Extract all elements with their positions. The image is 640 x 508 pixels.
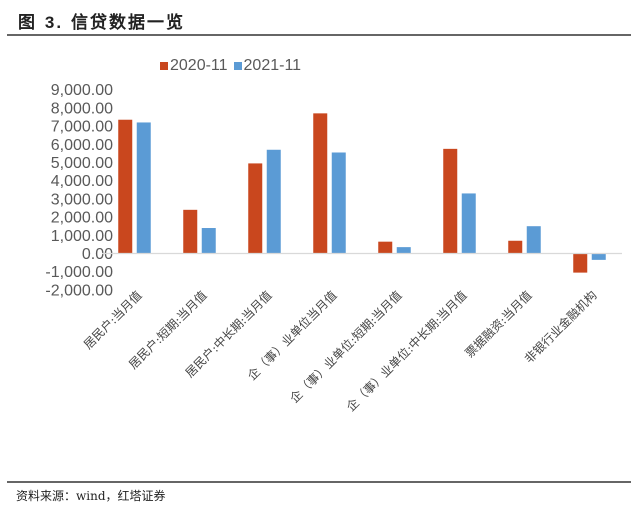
legend-swatch-2020 xyxy=(160,62,168,70)
bar-2021-11 xyxy=(331,152,346,254)
source-note: 资料来源：wind，红塔证券 xyxy=(16,489,166,503)
legend-swatch-2021 xyxy=(233,62,242,70)
x-tick-label: 企（事）业单位:中长期:当月值 xyxy=(343,288,470,415)
bar-2020-11 xyxy=(118,119,133,254)
y-tick-label: 2,000.00 xyxy=(51,210,113,227)
bar-2020-11 xyxy=(183,209,198,254)
figure-title-prefix: 图 xyxy=(18,13,45,33)
y-tick-label: -2,000.00 xyxy=(45,282,113,299)
y-tick-label: 5,000.00 xyxy=(51,155,113,172)
y-tick-label: 1,000.00 xyxy=(51,228,113,245)
bar-2021-11 xyxy=(201,228,216,254)
legend-item-2021: 2021-11 xyxy=(233,57,302,75)
y-tick-label: 6,000.00 xyxy=(51,137,113,154)
y-tick-label: 8,000.00 xyxy=(51,100,113,117)
y-tick-label: 7,000.00 xyxy=(51,119,113,136)
bar-2021-11 xyxy=(591,253,606,260)
header-divider xyxy=(7,34,631,36)
x-tick-label: 企（事）业单位:短期:当月值 xyxy=(286,288,404,406)
y-tick-label: 9,000.00 xyxy=(51,82,113,99)
bar-2020-11 xyxy=(443,148,458,254)
bar-2021-11 xyxy=(136,122,151,254)
chart-legend: 2020-11 2021-11 xyxy=(160,57,307,75)
footer-divider xyxy=(7,481,631,483)
bar-2020-11 xyxy=(248,163,263,254)
bar-2021-11 xyxy=(396,247,411,254)
bar-2021-11 xyxy=(266,149,281,254)
y-tick-label: -1,000.00 xyxy=(45,264,113,281)
bar-2020-11 xyxy=(508,240,523,254)
x-tick-label: 票据融资:当月值 xyxy=(462,288,535,361)
legend-item-2020: 2020-11 xyxy=(160,57,228,75)
figure-number: 3. xyxy=(44,13,64,32)
bar-2020-11 xyxy=(313,113,328,254)
bar-2020-11 xyxy=(573,253,588,273)
figure-title: 图 3. 信贷数据一览 xyxy=(18,8,185,33)
y-tick-label: 4,000.00 xyxy=(51,173,113,190)
y-tick-label: 3,000.00 xyxy=(51,191,113,208)
bar-2021-11 xyxy=(461,193,476,254)
bar-2021-11 xyxy=(526,226,541,254)
legend-label-2020: 2020-11 xyxy=(170,57,228,74)
figure-title-text: 信贷数据一览 xyxy=(63,13,186,33)
y-tick-label: 0.00 xyxy=(82,246,113,263)
bar-2020-11 xyxy=(378,241,393,254)
legend-label-2021: 2021-11 xyxy=(243,57,302,74)
